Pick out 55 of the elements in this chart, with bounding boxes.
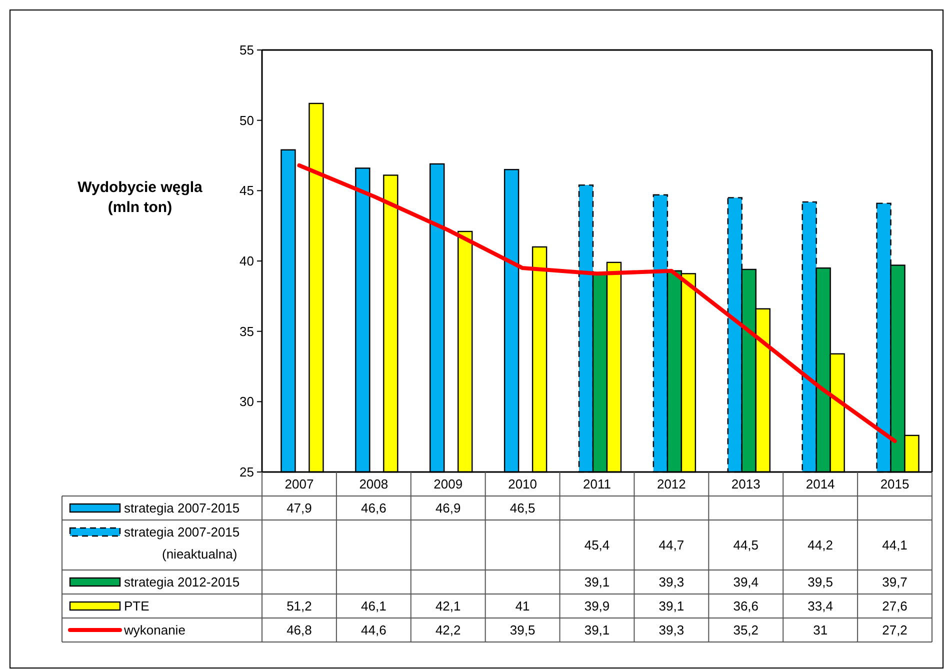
data-label: 39,1 <box>658 598 684 614</box>
data-label: 39,5 <box>510 622 536 638</box>
x-tick-label: 2009 <box>434 476 463 492</box>
y-tick-label: 30 <box>240 394 254 410</box>
data-label: 27,6 <box>882 598 908 614</box>
x-tick-label: 2007 <box>284 476 314 492</box>
data-label: 44,5 <box>733 538 759 553</box>
legend-label: strategia 2012-2015 <box>124 574 240 590</box>
data-label: 44,7 <box>658 538 684 553</box>
data-label: 39,5 <box>808 574 833 590</box>
line-series <box>297 163 897 444</box>
data-label: 51,2 <box>286 598 312 614</box>
y-tick-label: 45 <box>240 183 254 198</box>
x-tick-label: 2012 <box>656 476 686 492</box>
data-label: 44,1 <box>882 538 908 553</box>
x-tick-label: 2013 <box>731 476 760 492</box>
data-label: 39,4 <box>733 574 759 590</box>
data-label: 46,5 <box>510 500 536 516</box>
y-tick-label: 35 <box>240 324 254 339</box>
data-label: 44,2 <box>808 538 833 553</box>
data-label: 39,1 <box>584 574 610 590</box>
data-label: 46,1 <box>361 598 386 614</box>
data-label: 45,4 <box>584 538 610 553</box>
data-label: 39,7 <box>882 574 908 590</box>
x-tick-label: 2011 <box>583 476 611 492</box>
data-label: 41 <box>515 598 530 614</box>
data-label: 39,9 <box>584 598 610 614</box>
data-label: 39,3 <box>658 622 684 638</box>
y-tick-label: 55 <box>240 42 254 58</box>
legend-label: PTE <box>124 598 150 614</box>
data-label: 44,6 <box>361 622 386 638</box>
legend-label: wykonanie <box>123 622 186 638</box>
data-label: 42,2 <box>435 622 461 638</box>
data-label: 35,2 <box>733 622 759 638</box>
data-label: 42,1 <box>435 598 461 614</box>
data-label: 46,6 <box>361 500 386 516</box>
x-tick-label: 2014 <box>806 476 835 492</box>
data-label: 36,6 <box>733 598 759 614</box>
data-label: 47,9 <box>286 500 312 516</box>
y-tick-label: 40 <box>240 254 254 269</box>
x-tick-label: 2010 <box>508 476 538 492</box>
data-label: 39,3 <box>658 574 684 590</box>
legend-label: strategia 2007-2015 <box>124 500 240 516</box>
x-tick-label: 2008 <box>359 476 388 492</box>
y-tick-label: 25 <box>240 464 254 480</box>
data-label: 31 <box>813 622 828 638</box>
y-tick-label: 50 <box>240 112 254 128</box>
data-label: 27,2 <box>882 622 908 638</box>
data-label: 39,1 <box>584 622 610 638</box>
legend-label: strategia 2007-2015 (nieaktualna) <box>124 524 240 562</box>
data-label: 33,4 <box>808 598 833 614</box>
x-tick-label: 2015 <box>880 476 910 492</box>
data-label: 46,8 <box>286 622 312 638</box>
y-axis-title: Wydobycie węgla (mln ton) <box>78 179 204 216</box>
data-label: 46,9 <box>435 500 461 516</box>
